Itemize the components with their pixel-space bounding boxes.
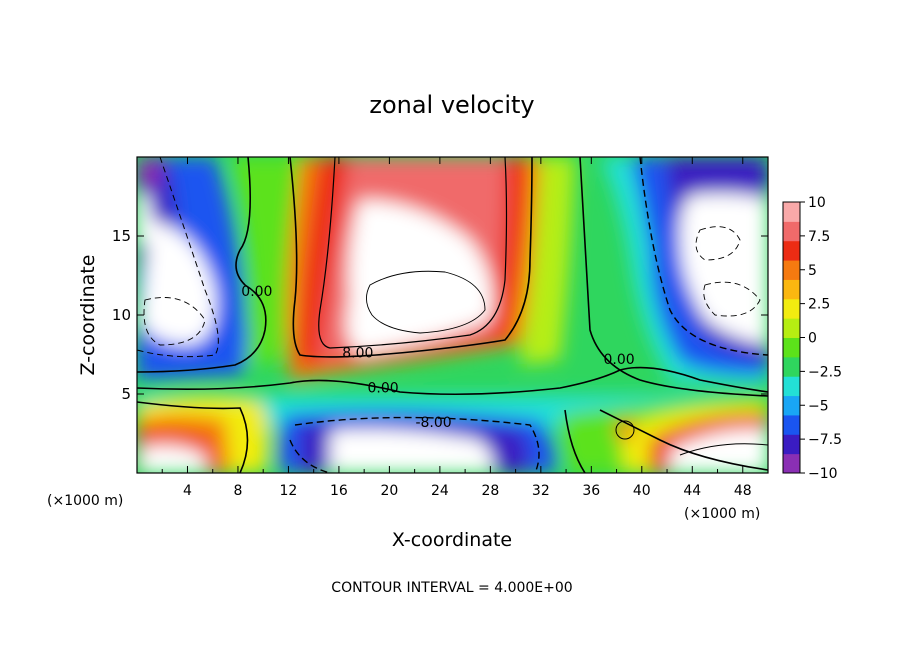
colorbar-segment [783,260,800,280]
contour-neg-left [137,157,219,358]
colorbar-tick-label: −2.5 [808,364,842,380]
contour-neg-right-inner [695,226,761,317]
colorbar-segment [783,376,800,397]
colorbar-segment [783,356,800,377]
x-tick-label: 44 [683,483,701,499]
contour-neg-left-inner [143,297,206,346]
contour-zero-middle [137,366,768,396]
y-tick-label: 5 [121,385,131,403]
contour-zero-right [579,157,768,397]
colorbar-segment [783,240,800,261]
contour-neg-lower [289,416,540,473]
colorbar-segment [783,202,800,222]
colorbar-tick-label: 7.5 [808,229,830,245]
chart-title: zonal velocity [369,91,534,119]
x-axis-label: X-coordinate [392,529,512,551]
colorbar-segment [783,298,800,319]
y-tick-label: 10 [112,306,131,324]
contour-pos-lower-right [679,443,768,456]
y-axis-ticks: 5 10 15 [112,227,768,403]
x-axis-ticks: 4 8 12 16 20 24 28 32 36 40 44 48 [161,157,752,499]
contour-label: -8.00 [415,415,451,431]
contour-neg-right [639,157,768,356]
x-tick-label: 4 [183,483,192,499]
x-unit-label-right: (×1000 m) [684,506,760,522]
x-tick-label: 36 [582,483,600,499]
colorbar-tick-label: 2.5 [808,297,830,313]
contour-label: 0.00 [241,284,272,300]
colorbar-tick-label: −5 [808,398,829,414]
colorbar-segment [783,434,800,455]
colorbar-tick-label: 5 [808,263,817,279]
x-tick-label: 48 [734,483,752,499]
colorbar-segment [783,318,800,338]
contour-eight [318,157,508,349]
contour-interval-note: CONTOUR INTERVAL = 4.000E+00 [331,580,572,596]
contour-lines [137,157,768,473]
x-tick-label: 20 [380,483,398,499]
colorbar-segment [783,414,800,435]
x-tick-label: 40 [633,483,651,499]
contour-inner [366,270,486,334]
x-unit-label-left: (×1000 m) [47,493,123,509]
contour-zero-left [137,157,267,373]
colorbar-segment [783,453,800,474]
x-tick-label: 28 [481,483,499,499]
colorbar-tick-label: −7.5 [808,432,842,448]
y-axis-label: Z-coordinate [77,255,99,376]
contour-label: 8.00 [342,346,373,362]
contour-zero-upper [289,157,533,358]
y-tick-label: 15 [112,227,131,245]
contour-zero-lower [137,401,249,473]
x-tick-label: 12 [280,483,298,499]
contour-small-loop [615,420,635,440]
colorbar-segment [783,221,800,242]
heatmap-field [137,157,768,473]
colorbar-segment [783,395,800,416]
colorbar-tick-label: −10 [808,466,838,482]
colorbar-tick-label: 10 [808,195,826,211]
contour-zero-lower-right [564,409,768,473]
colorbar-segment [783,337,800,358]
x-tick-label: 24 [431,483,449,499]
x-tick-label: 16 [330,483,348,499]
contour-label: 0.00 [603,352,634,368]
contour-labels: 0.00 8.00 0.00 -8.00 0.00 [241,284,634,431]
colorbar-tick-label: 0 [808,331,817,347]
colorbar-segment [783,279,800,300]
colorbar: 10 7.5 5 2.5 0 −2.5 −5 −7.5 −10 [782,195,842,482]
x-tick-label: 8 [233,483,242,499]
x-tick-label: 32 [532,483,550,499]
contour-label: 0.00 [368,380,399,396]
